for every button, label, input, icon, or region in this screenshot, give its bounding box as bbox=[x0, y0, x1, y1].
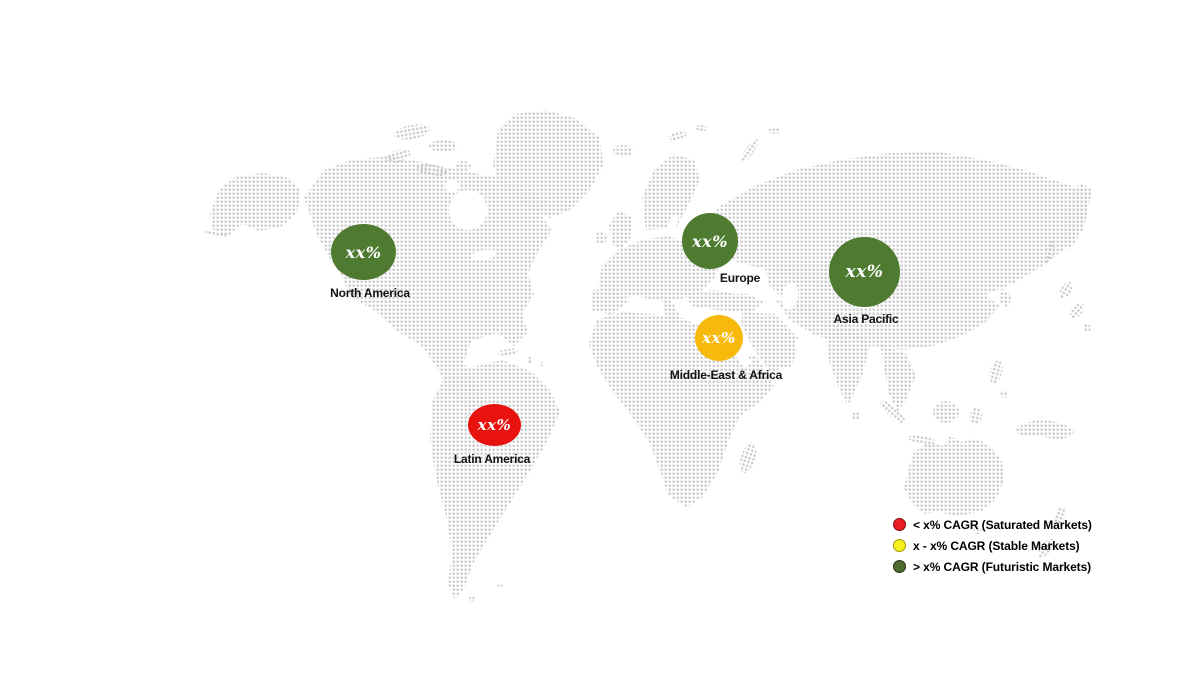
saturated-marker-icon bbox=[893, 518, 906, 531]
stable-marker-icon bbox=[893, 539, 906, 552]
region-label-asia-pacific: Asia Pacific bbox=[833, 312, 899, 326]
legend-item-label: < x% CAGR (Saturated Markets) bbox=[913, 517, 1092, 532]
continents bbox=[205, 110, 1092, 602]
sea-cutouts bbox=[445, 179, 806, 368]
legend: < x% CAGR (Saturated Markets) x - x% CAG… bbox=[893, 517, 1092, 574]
region-bubble-latin-america: xx% bbox=[468, 404, 521, 446]
region-bubble-middle-east-africa: xx% bbox=[695, 315, 743, 361]
legend-item-futuristic: > x% CAGR (Futuristic Markets) bbox=[893, 559, 1092, 574]
region-value: xx% bbox=[477, 416, 512, 434]
region-value: xx% bbox=[845, 262, 884, 282]
region-bubble-europe: xx% bbox=[682, 213, 738, 269]
region-value: xx% bbox=[702, 329, 736, 347]
region-label-europe: Europe bbox=[719, 271, 761, 285]
region-value: xx% bbox=[345, 242, 382, 262]
legend-item-stable: x - x% CAGR (Stable Markets) bbox=[893, 538, 1092, 553]
region-value: xx% bbox=[692, 231, 728, 251]
legend-item-saturated: < x% CAGR (Saturated Markets) bbox=[893, 517, 1092, 532]
futuristic-marker-icon bbox=[893, 560, 906, 573]
region-bubble-asia-pacific: xx% bbox=[829, 237, 900, 307]
legend-item-label: > x% CAGR (Futuristic Markets) bbox=[913, 559, 1092, 574]
legend-item-label: x - x% CAGR (Stable Markets) bbox=[913, 538, 1080, 553]
region-label-north-america: North America bbox=[330, 286, 410, 300]
region-label-middle-east-africa: Middle-East & Africa bbox=[669, 368, 783, 382]
region-label-latin-america: Latin America bbox=[453, 452, 531, 466]
region-bubble-north-america: xx% bbox=[331, 224, 396, 280]
